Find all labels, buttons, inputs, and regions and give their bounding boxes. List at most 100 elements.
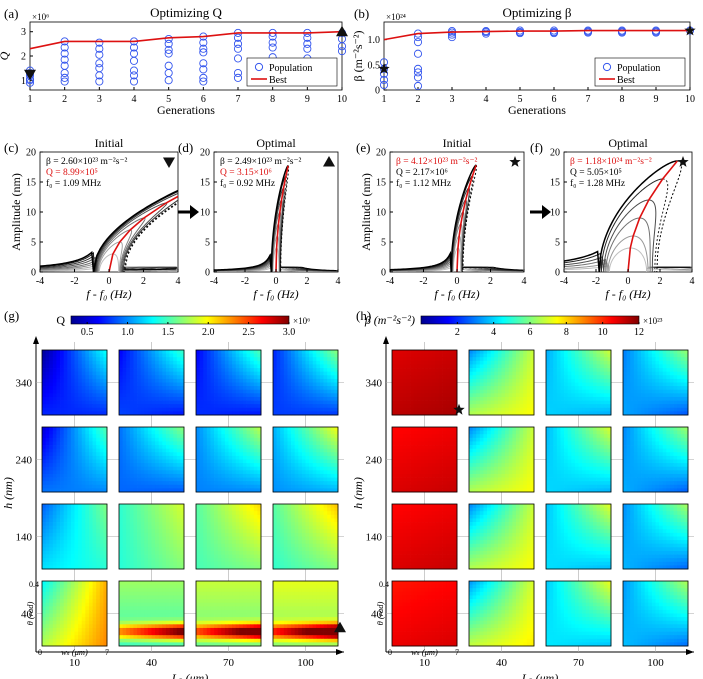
- heatmap-cell: [162, 437, 167, 442]
- heatmap-cell: [287, 368, 292, 373]
- heatmap-cell: [173, 613, 178, 618]
- heatmap-cell: [137, 393, 142, 398]
- heatmap-cell: [74, 565, 79, 570]
- heatmap-cell: [137, 525, 142, 530]
- heatmap-cell: [176, 617, 181, 622]
- heatmap-cell: [42, 532, 47, 537]
- heatmap-cell: [158, 588, 163, 593]
- heatmap-cell: [312, 511, 317, 516]
- heatmap-cell: [250, 389, 255, 394]
- heatmap-cell: [133, 427, 138, 432]
- heatmap-cell: [323, 481, 328, 486]
- heatmap-cell: [63, 350, 68, 355]
- heatmap-cell: [173, 620, 178, 625]
- heatmap-cell: [327, 466, 332, 471]
- heatmap-cell: [103, 364, 108, 369]
- heatmap-cell: [122, 511, 127, 516]
- heatmap-cell: [60, 378, 65, 383]
- heatmap-cell: [133, 488, 138, 493]
- heatmap-cell: [206, 565, 211, 570]
- heatmap-cell: [119, 430, 124, 435]
- heatmap-cell: [147, 550, 152, 555]
- heatmap-cell: [173, 411, 178, 416]
- heatmap-cell: [246, 434, 251, 439]
- heatmap-cell: [147, 518, 152, 523]
- response-curve-unstable: [461, 187, 470, 272]
- heatmap-cell: [199, 393, 204, 398]
- heatmap-cell: [246, 484, 251, 489]
- population-point: [481, 29, 491, 38]
- heatmap-cell: [210, 389, 215, 394]
- heatmap-cell: [287, 357, 292, 362]
- heatmap-cell: [96, 536, 101, 541]
- y-tick-label: 10: [200, 208, 210, 219]
- heatmap-cell: [137, 529, 142, 534]
- transition-arrow-ef: [530, 205, 551, 219]
- heatmap-cell: [74, 561, 79, 566]
- heatmap-cell: [280, 565, 285, 570]
- heatmap-cell: [319, 393, 324, 398]
- heatmap-cell: [162, 477, 167, 482]
- heatmap-cell: [147, 364, 152, 369]
- heatmap-cell: [221, 540, 226, 545]
- heatmap-cell: [158, 360, 163, 365]
- heatmap-cell: [63, 617, 68, 622]
- heatmap-cell: [199, 547, 204, 552]
- heatmap-cell: [257, 427, 262, 432]
- heatmap-cell: [96, 507, 101, 512]
- heatmap-cell: [63, 514, 68, 519]
- heatmap-cell: [253, 441, 258, 446]
- heatmap-cell: [70, 427, 75, 432]
- heatmap-cell: [158, 400, 163, 405]
- heatmap-cell: [119, 554, 124, 559]
- heatmap-cell: [291, 463, 296, 468]
- heatmap-cell: [298, 434, 303, 439]
- heatmap-cell: [319, 389, 324, 394]
- heatmap-cell: [280, 448, 285, 453]
- heatmap-cell: [129, 602, 134, 607]
- heatmap-cell: [301, 389, 306, 394]
- heatmap-cell: [140, 532, 145, 537]
- heatmap-cell: [224, 353, 229, 358]
- heatmap-cell: [140, 620, 145, 625]
- heatmap-cell: [301, 511, 306, 516]
- heatmap-cell: [176, 525, 181, 530]
- heatmap-cell: [280, 466, 285, 471]
- heatmap-cell: [283, 445, 288, 450]
- heatmap-cell: [323, 350, 328, 355]
- heatmap-cell: [144, 522, 149, 527]
- x-tick-label: -2: [419, 276, 427, 287]
- heatmap-cell: [52, 393, 57, 398]
- heatmap-cell: [45, 481, 50, 486]
- heatmap-cell: [176, 558, 181, 563]
- heatmap-cell: [235, 404, 240, 409]
- heatmap-cell: [199, 554, 204, 559]
- heatmap-cell: [305, 518, 310, 523]
- heatmap-cell: [217, 400, 222, 405]
- heatmap-cell: [52, 588, 57, 593]
- heatmap-cell: [122, 430, 127, 435]
- heatmap-cell: [196, 393, 201, 398]
- population-point: [268, 43, 277, 52]
- heatmap-cell: [221, 427, 226, 432]
- heatmap-cell: [137, 613, 142, 618]
- x-tick-label: -4: [560, 276, 568, 287]
- heatmap-cell: [246, 427, 251, 432]
- heatmap-cell: [228, 536, 233, 541]
- heatmap-cell: [173, 382, 178, 387]
- heatmap-cell: [199, 427, 204, 432]
- heatmap-cell: [273, 488, 278, 493]
- heatmap-cell: [126, 558, 131, 563]
- response-curve: [564, 217, 640, 272]
- heatmap-cell: [158, 386, 163, 391]
- heatmap-cell: [74, 514, 79, 519]
- heatmap-cell: [74, 357, 79, 362]
- heatmap-cell: [147, 581, 152, 586]
- heatmap-cell: [144, 459, 149, 464]
- heatmap-cell: [155, 518, 160, 523]
- heatmap-cell: [291, 378, 296, 383]
- heatmap-cell: [155, 584, 160, 589]
- heatmap-cell: [287, 477, 292, 482]
- heatmap-cell: [330, 554, 335, 559]
- response-curve-tail: [122, 266, 177, 270]
